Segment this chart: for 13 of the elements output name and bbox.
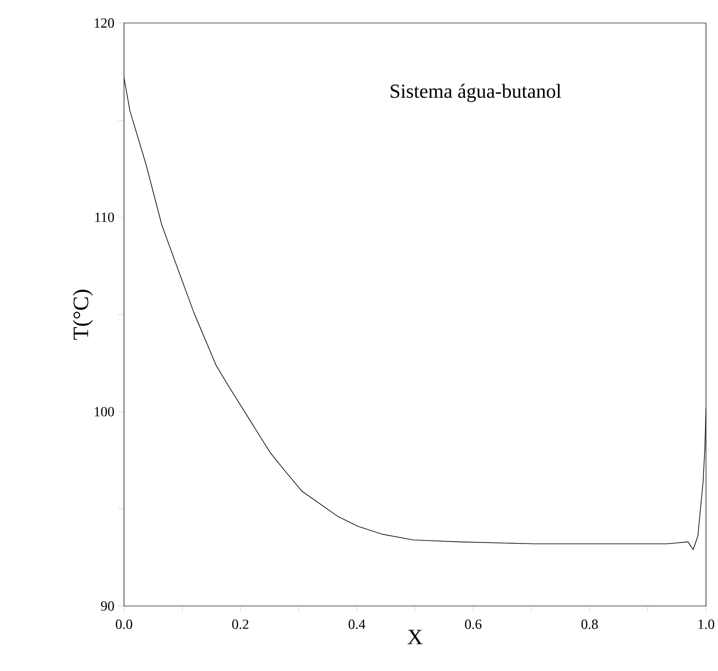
y-tick-label: 90 [100, 601, 114, 611]
annotation: Sistema água-butanol [390, 84, 562, 102]
x-tick-label: 0.6 [465, 620, 482, 629]
y-tick-label: 120 [94, 18, 114, 28]
x-tick-label: 0.4 [348, 620, 366, 629]
y-tick-label: 100 [94, 406, 114, 416]
x-tick-label: 0.0 [116, 620, 132, 629]
x-tick-label: 1.0 [698, 620, 714, 629]
y-tick-label: 110 [95, 212, 114, 222]
x-tick-label: 0.8 [581, 620, 598, 629]
x-tick-label: 0.2 [232, 620, 248, 629]
y-axis-title: T(°C) [72, 290, 93, 340]
x-axis-title: X [408, 630, 423, 644]
